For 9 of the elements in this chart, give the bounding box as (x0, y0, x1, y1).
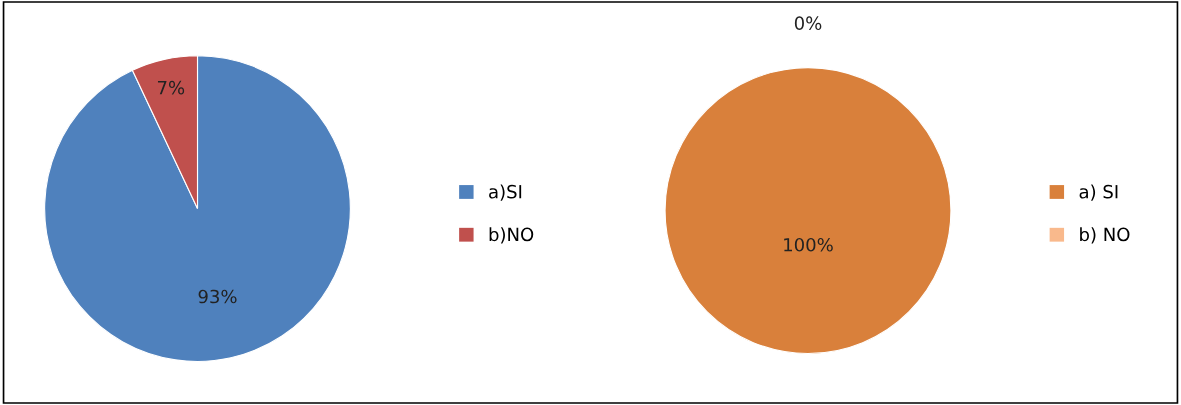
pie-slice (44, 55, 351, 362)
text: 0% (794, 16, 822, 31)
legend-label: b)NO (489, 227, 534, 244)
legend-label: b) NO (1080, 227, 1130, 244)
legend-label: a)SI (489, 184, 522, 201)
data-label: 100% (784, 237, 833, 252)
data-label: 7% (157, 80, 185, 95)
legend-label: a) SI (1079, 184, 1118, 201)
data-label: 93% (198, 289, 237, 304)
